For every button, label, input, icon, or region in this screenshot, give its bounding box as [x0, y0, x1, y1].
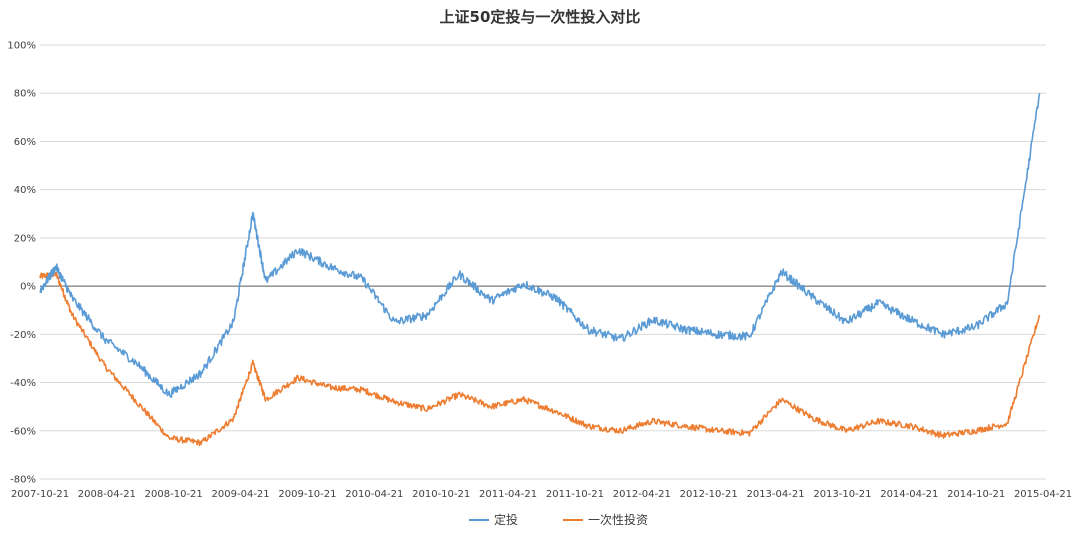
y-tick-label: -80% [10, 475, 36, 486]
y-tick-label: -20% [10, 330, 36, 341]
x-axis-ticks: 2007-10-21 2008-04-21 2008-10-21 2009-04-21… [11, 489, 1072, 500]
legend-label-1: 一次性投资 [588, 512, 648, 527]
x-tick-label: 2010-10-21 [412, 489, 470, 500]
y-tick-label: 100% [7, 41, 36, 52]
gridlines [40, 44, 1046, 480]
x-tick-label: 2009-04-21 [212, 489, 270, 500]
x-tick-label: 2012-04-21 [613, 489, 671, 500]
series-line-0 [39, 93, 1041, 398]
x-tick-label: 2012-10-21 [680, 489, 738, 500]
y-tick-label: 40% [14, 185, 36, 196]
y-tick-label: 60% [14, 137, 36, 148]
x-tick-label: 2013-04-21 [746, 489, 804, 500]
x-tick-label: 2007-10-21 [11, 489, 69, 500]
x-tick-label: 2013-10-21 [813, 489, 871, 500]
x-tick-label: 2008-10-21 [145, 489, 203, 500]
y-tick-label: 0% [20, 282, 36, 293]
x-tick-label: 2010-04-21 [345, 489, 403, 500]
series-line-1 [39, 270, 1041, 447]
y-tick-label: -60% [10, 426, 36, 437]
x-tick-label: 2015-04-21 [1014, 489, 1072, 500]
y-axis-ticks: -80% -60% -40% -20% 0% 20% 40% 60% 80% 100% [7, 41, 36, 486]
x-tick-label: 2009-10-21 [278, 489, 336, 500]
chart-title: 上证50定投与一次性投入对比 [440, 8, 641, 26]
series-lines [39, 93, 1041, 447]
x-tick-label: 2011-04-21 [479, 489, 537, 500]
x-tick-label: 2014-04-21 [880, 489, 938, 500]
y-tick-label: -40% [10, 378, 36, 389]
y-tick-label: 80% [14, 89, 36, 100]
legend-label-0: 定投 [494, 512, 518, 527]
x-tick-label: 2014-10-21 [947, 489, 1005, 500]
x-tick-label: 2011-10-21 [546, 489, 604, 500]
x-tick-label: 2008-04-21 [78, 489, 136, 500]
legend: 定投 一次性投资 [469, 512, 648, 527]
y-tick-label: 20% [14, 233, 36, 244]
